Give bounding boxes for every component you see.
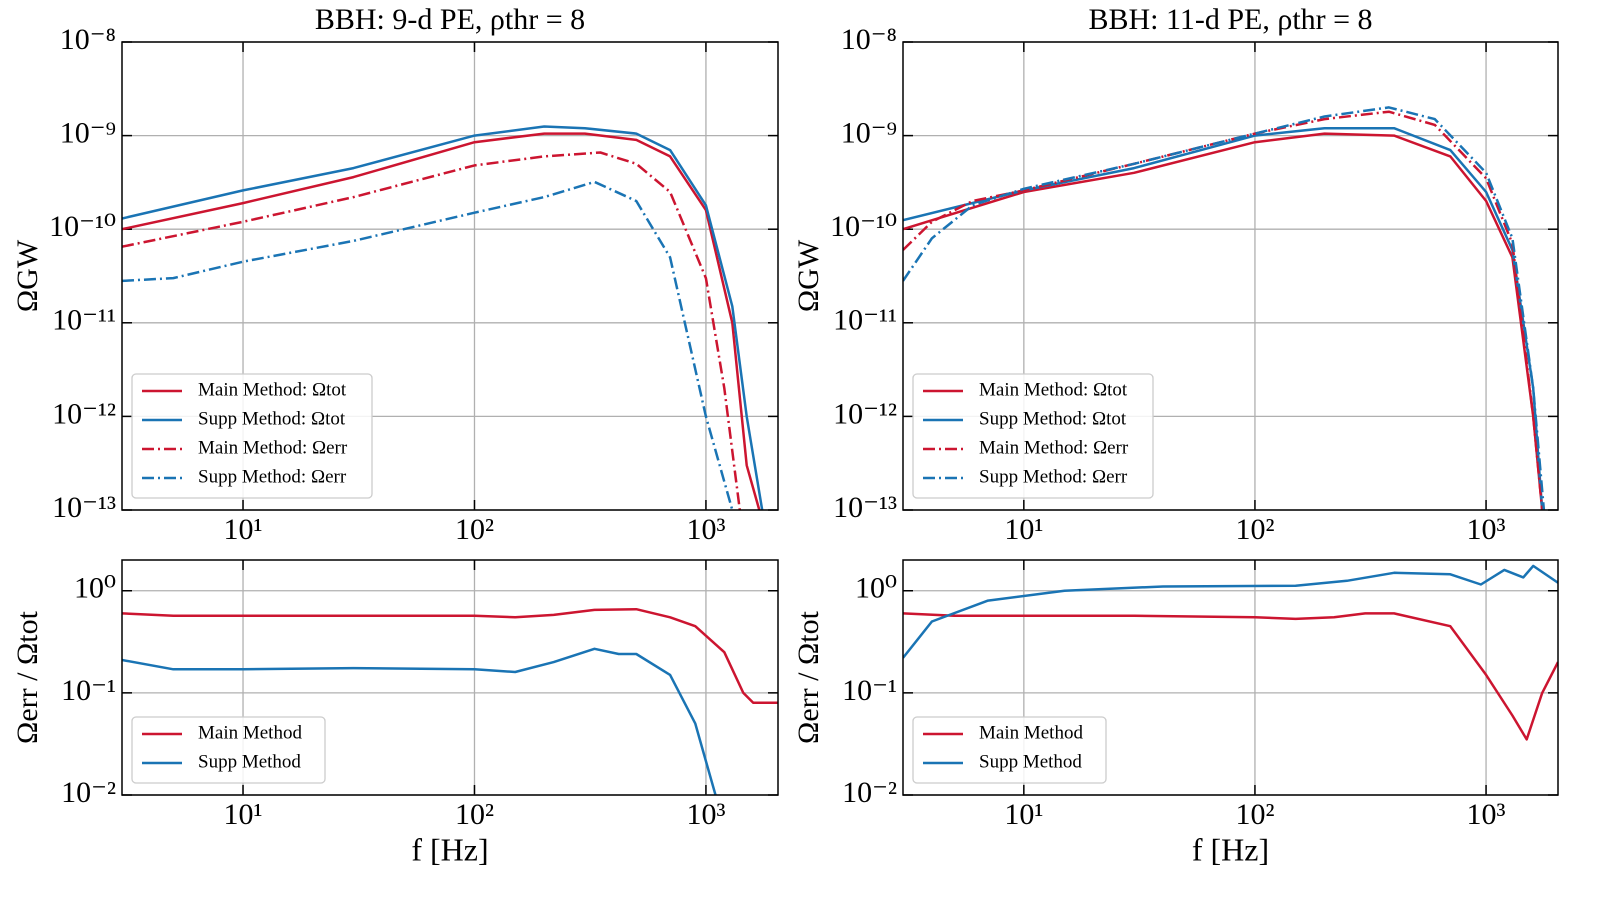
y-tick-label: 10⁻¹³ — [52, 491, 116, 524]
legend-label: Supp Method: Ωtot — [979, 408, 1127, 429]
legend-label: Supp Method: Ωerr — [979, 466, 1128, 487]
y-tick-label: 10⁻¹⁰ — [830, 210, 897, 243]
x-tick-label: 10² — [1235, 798, 1274, 831]
y-tick-label: 10⁰ — [74, 572, 116, 605]
y-tick-label: 10⁻² — [842, 776, 897, 809]
subplot: 10¹ 10² 10³ 10⁻² 10⁻¹ 10⁰ f [Hz] Ωerr / Ωtot Mai… — [11, 559, 779, 867]
y-tick-label: 10⁻⁸ — [841, 23, 897, 56]
x-tick-label: 10² — [455, 798, 494, 831]
x-tick-label: 10¹ — [224, 798, 263, 831]
legend-label: Supp Method: Ωerr — [198, 466, 347, 487]
series-line — [903, 564, 1558, 659]
y-axis-label: Ωerr / Ωtot — [792, 610, 825, 744]
axes-frame — [902, 559, 1559, 796]
legend-label: Main Method — [979, 722, 1083, 743]
x-tick-label: 10³ — [1467, 798, 1506, 831]
legend-label: Supp Method: Ωtot — [198, 408, 346, 429]
y-tick-label: 10⁻¹¹ — [833, 304, 897, 337]
y-axis-label: ΩGW — [11, 239, 44, 312]
legend-label: Supp Method — [979, 751, 1082, 772]
x-axis-label: f [Hz] — [1192, 831, 1269, 867]
y-tick-label: 10⁻¹² — [833, 397, 897, 430]
y-tick-label: 10⁻⁹ — [60, 116, 116, 149]
subplot: 10¹ 10² 10³ 10⁻¹³ 10⁻¹² 10⁻¹¹ 10⁻¹⁰ 10⁻⁹ 10⁻⁸ BBH… — [792, 3, 1559, 546]
series-line — [903, 106, 1546, 510]
series-line — [122, 607, 778, 705]
y-tick-label: 10⁻⁸ — [60, 23, 116, 56]
legend-label: Main Method: Ωtot — [979, 379, 1128, 400]
x-tick-label: 10¹ — [1004, 513, 1043, 546]
y-tick-label: 10⁻⁹ — [841, 116, 897, 149]
legend-label: Supp Method — [198, 751, 301, 772]
subplot: 10¹ 10² 10³ 10⁻² 10⁻¹ 10⁰ f [Hz] Ωerr / Ωtot Mai… — [792, 559, 1559, 867]
subplot: 10¹ 10² 10³ 10⁻¹³ 10⁻¹² 10⁻¹¹ 10⁻¹⁰ 10⁻⁹ 10⁻⁸ BBH… — [11, 3, 779, 546]
x-tick-label: 10³ — [1467, 513, 1506, 546]
series-line — [122, 132, 761, 510]
x-tick-label: 10² — [455, 513, 494, 546]
x-tick-label: 10³ — [686, 798, 725, 831]
x-tick-label: 10¹ — [1004, 798, 1043, 831]
x-tick-label: 10³ — [686, 513, 725, 546]
subplot-title: BBH: 9-d PE, ρthr = 8 — [315, 3, 585, 36]
y-axis-label: ΩGW — [792, 239, 825, 312]
y-tick-label: 10⁰ — [855, 572, 897, 605]
axes-frame — [121, 41, 779, 511]
x-tick-label: 10² — [1235, 513, 1274, 546]
axes-frame — [902, 41, 1559, 511]
series-line — [122, 125, 764, 510]
axes-frame — [121, 559, 779, 796]
series-line — [122, 647, 717, 795]
legend-label: Main Method: Ωtot — [198, 379, 347, 400]
legend-label: Main Method: Ωerr — [979, 437, 1129, 458]
legend-box — [131, 373, 373, 499]
series-line — [122, 180, 734, 510]
legend-box — [912, 373, 1154, 499]
legend-label: Main Method: Ωerr — [198, 437, 348, 458]
subplot-title: BBH: 11-d PE, ρthr = 8 — [1088, 3, 1372, 36]
legend-label: Main Method — [198, 722, 302, 743]
y-tick-label: 10⁻¹ — [842, 674, 897, 707]
series-line — [122, 151, 742, 510]
x-axis-label: f [Hz] — [411, 831, 488, 867]
y-tick-label: 10⁻¹⁰ — [49, 210, 116, 243]
y-axis-label: Ωerr / Ωtot — [11, 610, 44, 744]
y-tick-label: 10⁻² — [61, 776, 116, 809]
series-line — [903, 612, 1558, 741]
y-tick-label: 10⁻¹² — [52, 397, 116, 430]
y-tick-label: 10⁻¹³ — [833, 491, 897, 524]
x-tick-label: 10¹ — [224, 513, 263, 546]
y-tick-label: 10⁻¹¹ — [52, 304, 116, 337]
y-tick-label: 10⁻¹ — [61, 674, 116, 707]
